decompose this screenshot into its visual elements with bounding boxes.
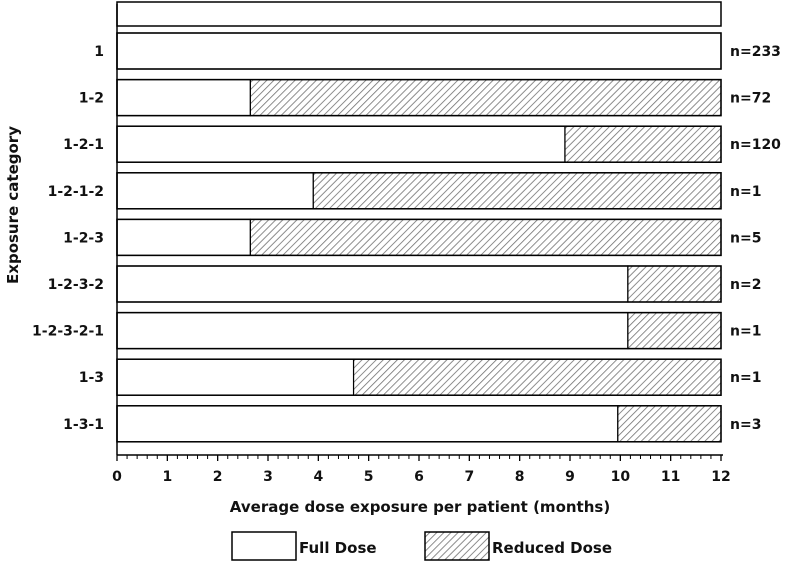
bar-full-dose — [117, 219, 250, 255]
category-label: 1-2-3-2 — [48, 277, 104, 293]
category-label: 1-2-1-2 — [48, 184, 104, 200]
count-label: n=1 — [730, 324, 761, 340]
x-axis-ticks: 0 1 2 3 4 5 6 7 8 9 10 11 12 — [112, 455, 731, 485]
bar-reduced-dose — [250, 219, 721, 255]
x-tick-label: 5 — [364, 469, 374, 485]
bar-full-dose — [117, 126, 565, 162]
x-tick-label: 4 — [313, 469, 323, 485]
bar-full-dose — [117, 313, 628, 349]
x-tick-label: 3 — [263, 469, 273, 485]
x-tick-label: 6 — [414, 469, 424, 485]
x-tick-label: 11 — [661, 469, 680, 485]
bar-reduced-dose — [313, 173, 721, 209]
bar-reduced-dose — [628, 313, 721, 349]
legend-swatch-reduced-dose — [425, 532, 489, 560]
bar-reduced-dose — [250, 80, 721, 116]
bars-group — [117, 2, 721, 442]
count-label: n=233 — [730, 44, 781, 60]
legend: Full Dose Reduced Dose — [232, 532, 612, 560]
bar-full-dose — [117, 173, 313, 209]
bar-reduced-dose — [565, 126, 721, 162]
top-partial-bar — [117, 2, 721, 26]
x-tick-label: 7 — [464, 469, 474, 485]
count-label: n=72 — [730, 91, 771, 107]
category-label: 1 — [94, 44, 104, 60]
count-label: n=1 — [730, 370, 761, 386]
x-tick-label: 12 — [711, 469, 730, 485]
bar-reduced-dose — [354, 359, 721, 395]
x-tick-label: 10 — [611, 469, 631, 485]
count-label: n=3 — [730, 417, 761, 433]
bar-full-dose — [117, 33, 721, 69]
y-axis-label: Exposure category — [4, 126, 22, 284]
category-label: 1-3 — [79, 370, 104, 386]
x-tick-label: 0 — [112, 469, 122, 485]
x-tick-label: 8 — [515, 469, 525, 485]
category-label: 1-3-1 — [63, 417, 104, 433]
legend-swatch-full-dose — [232, 532, 296, 560]
count-label: n=5 — [730, 230, 761, 246]
count-labels: n=233 n=72 n=120 n=1 n=5 n=2 n=1 n=1 n=3 — [730, 44, 781, 433]
bar-full-dose — [117, 80, 250, 116]
category-labels: 1 1-2 1-2-1 1-2-1-2 1-2-3 1-2-3-2 1-2-3-2-1 1-3… — [32, 44, 104, 433]
legend-label-reduced-dose: Reduced Dose — [492, 539, 612, 557]
bar-reduced-dose — [618, 406, 721, 442]
count-label: n=2 — [730, 277, 761, 293]
category-label: 1-2-3-2-1 — [32, 324, 104, 340]
bar-full-dose — [117, 359, 354, 395]
bar-reduced-dose — [628, 266, 721, 302]
category-label: 1-2-3 — [63, 230, 104, 246]
legend-label-full-dose: Full Dose — [299, 539, 377, 557]
x-axis-label: Average dose exposure per patient (month… — [230, 498, 610, 516]
bar-full-dose — [117, 406, 618, 442]
category-label: 1-2-1 — [63, 137, 104, 153]
x-tick-label: 1 — [162, 469, 172, 485]
bar-full-dose — [117, 266, 628, 302]
count-label: n=1 — [730, 184, 761, 200]
x-tick-label: 2 — [213, 469, 223, 485]
count-label: n=120 — [730, 137, 781, 153]
x-tick-label: 9 — [565, 469, 575, 485]
category-label: 1-2 — [79, 91, 104, 107]
